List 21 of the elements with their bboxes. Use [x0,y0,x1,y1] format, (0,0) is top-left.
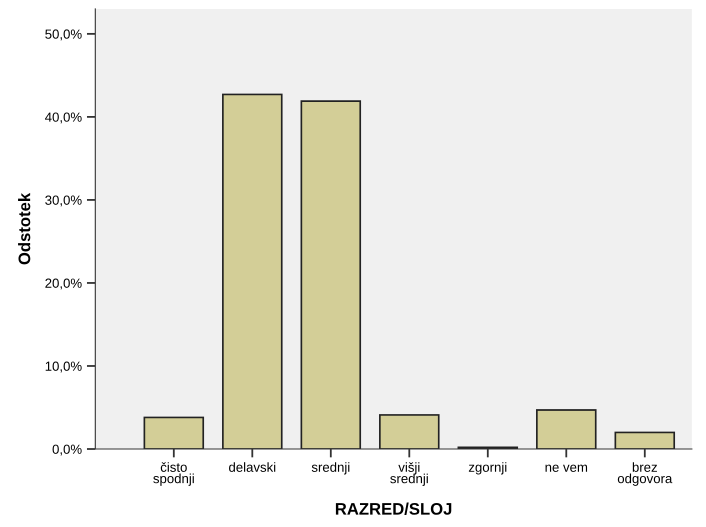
x-tick-label: višji srednji [390,462,428,486]
x-axis-title: RAZRED/SLOJ [336,502,452,515]
x-tick-label: brez odgovora [618,462,672,486]
y-tick-label: 0,0% [52,444,82,456]
y-tick-label: 30,0% [45,195,82,206]
y-axis-title: Odstotek [18,192,30,264]
x-tick-label: čisto spodnji [153,462,194,486]
bar [379,414,440,450]
bar [222,94,283,450]
bar [536,409,597,450]
x-tick-label: zgornji [468,462,506,474]
x-tick-label: ne vem [546,464,588,472]
bar [614,432,676,450]
y-tick-label: 20,0% [45,278,82,290]
y-tick-label: 10,0% [46,362,82,372]
x-tick-label: srednji [312,462,350,474]
y-tick-label: 40,0% [45,112,82,124]
x-tick-label: delavski [229,462,276,472]
bar [300,100,362,450]
y-tick-label: 50,0% [45,29,82,40]
bar [144,416,204,450]
